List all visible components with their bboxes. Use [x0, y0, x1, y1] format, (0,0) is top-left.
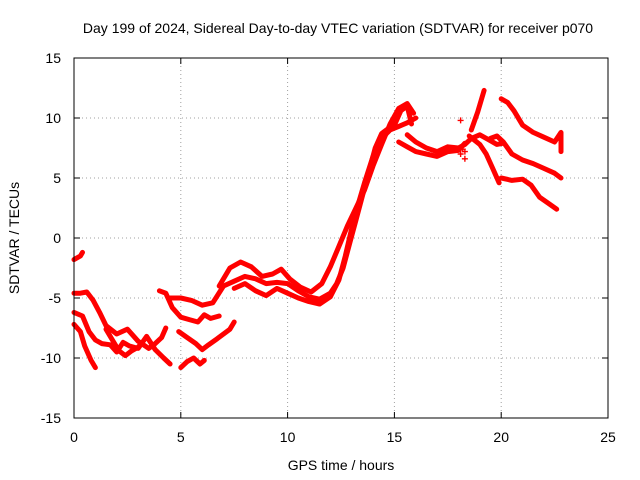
y-tick-label: -10	[41, 350, 61, 366]
series-line-track-11	[231, 115, 419, 307]
series-line-track-16	[488, 133, 564, 181]
outlier-point	[457, 151, 464, 157]
outlier-point	[457, 117, 464, 124]
y-tick-label: 5	[53, 170, 61, 186]
chart-title: Day 199 of 2024, Sidereal Day-to-day VTE…	[83, 20, 593, 36]
series-line-track-5	[103, 326, 145, 359]
y-tick-label: -15	[41, 410, 61, 426]
y-axis-label: SDTVAR / TECUs	[6, 182, 22, 294]
y-tick-label: 0	[53, 230, 61, 246]
series-line-track-7	[176, 319, 237, 353]
series-line-track-8	[178, 355, 207, 371]
y-tick-label: 15	[45, 50, 61, 66]
x-tick-label: 10	[280, 429, 296, 445]
x-tick-label: 20	[493, 429, 509, 445]
x-tick-label: 25	[600, 429, 616, 445]
axis-ticks: 0 5 10 15 20 25 -15 -10 -5 0 5 10 15	[41, 50, 616, 445]
x-tick-label: 15	[387, 429, 403, 445]
data-series	[71, 87, 564, 371]
series-line-track-9	[167, 103, 414, 308]
x-tick-label: 5	[177, 429, 185, 445]
series-line-track-2	[71, 289, 169, 351]
y-tick-label: -5	[49, 290, 62, 306]
x-tick-label: 0	[70, 429, 78, 445]
series-line-track-12	[396, 139, 468, 159]
series-line-track-18	[498, 175, 560, 212]
y-tick-label: 10	[45, 110, 61, 126]
series-line-track-6	[156, 288, 222, 325]
series-line-track-1	[71, 249, 85, 263]
x-axis-label: GPS time / hours	[288, 457, 395, 473]
series-line-track-17	[498, 96, 564, 155]
series-line-track-10	[216, 101, 417, 295]
outlier-point	[459, 146, 466, 153]
outlier-point	[461, 155, 468, 162]
series-line-track-4	[71, 321, 98, 371]
series-line-track-15	[466, 133, 502, 186]
series-line-track-14	[468, 87, 487, 133]
series-line-track-3	[71, 309, 173, 367]
